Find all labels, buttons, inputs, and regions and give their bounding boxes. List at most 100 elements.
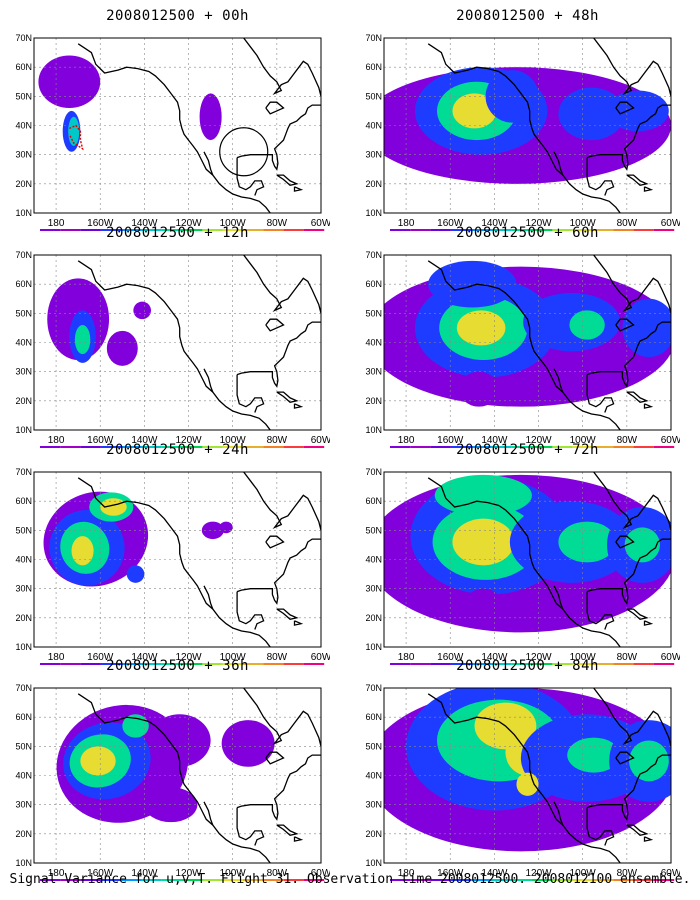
latitude-tick-label: 40N bbox=[365, 338, 382, 348]
longitude-tick-label: 140W bbox=[481, 652, 508, 663]
longitude-tick-label: 80W bbox=[617, 218, 638, 229]
latitude-tick-label: 70N bbox=[365, 683, 382, 693]
latitude-tick-label: 30N bbox=[15, 367, 32, 377]
longitude-tick-label: 120W bbox=[175, 868, 202, 879]
latitude-tick-label: 10N bbox=[15, 858, 32, 868]
grid-lines bbox=[384, 38, 671, 213]
colorbar-swatch bbox=[141, 879, 162, 881]
variance-map: 70N 60N 50N 40N 30N 20N 10N 180 160W 140W 120W 100W… bbox=[15, 250, 330, 448]
latitude-tick-label: 50N bbox=[15, 91, 32, 101]
colorbar-swatch bbox=[511, 879, 533, 881]
latitude-tick-label: 20N bbox=[15, 179, 32, 189]
latitude-tick-label: 60N bbox=[15, 712, 32, 722]
variance-map: 70N 60N 50N 40N 30N 20N 10N 180 160W 140W 120W 100W… bbox=[365, 33, 680, 231]
longitude-tick-label: 80W bbox=[267, 652, 288, 663]
latitude-tick-label: 40N bbox=[15, 338, 32, 348]
map-frame bbox=[33, 471, 322, 648]
colorbar-swatch bbox=[100, 879, 122, 881]
colorbar-swatch bbox=[430, 229, 451, 231]
longitude-tick-label: 120W bbox=[525, 868, 552, 879]
coastlines bbox=[77, 38, 321, 213]
latitude-tick-label: 50N bbox=[365, 91, 382, 101]
colorbar-swatch bbox=[60, 229, 81, 231]
coastlines bbox=[427, 688, 671, 863]
longitude-tick-label: 60W bbox=[661, 868, 680, 879]
colorbar-swatch bbox=[40, 446, 61, 448]
colorbar-swatch bbox=[202, 663, 223, 665]
latitude-tick-label: 40N bbox=[15, 771, 32, 781]
longitude-tick-label: 60W bbox=[661, 652, 680, 663]
variance-field bbox=[56, 704, 275, 823]
colorbar-swatch bbox=[552, 879, 573, 881]
longitude-tick-label: 80W bbox=[617, 868, 638, 879]
latitude-tick-label: 10N bbox=[15, 642, 32, 652]
colorbar-swatch bbox=[100, 229, 122, 231]
panel-title: 2008012500 + 24h bbox=[106, 442, 249, 458]
latitude-tick-label: 40N bbox=[365, 555, 382, 565]
map-panel: 2008012500 + 84h 70N 60N 50N 40N 30N 20N 10N 180… bbox=[350, 658, 680, 881]
colorbar-swatch bbox=[263, 446, 284, 448]
colorbar-swatch bbox=[511, 663, 533, 665]
colorbar-swatch bbox=[410, 229, 431, 231]
latitude-tick-label: 40N bbox=[15, 555, 32, 565]
longitude-tick-label: 180 bbox=[48, 218, 65, 229]
latitude-tick-label: 10N bbox=[365, 425, 382, 435]
longitude-tick-label: 60W bbox=[311, 868, 330, 879]
latitude-tick-label: 50N bbox=[15, 308, 32, 318]
latitude-tick-label: 60N bbox=[365, 62, 382, 72]
colorbar-swatch bbox=[593, 446, 614, 448]
coastlines bbox=[427, 472, 671, 647]
longitude-tick-label: 180 bbox=[398, 868, 415, 879]
colorbar-swatch bbox=[263, 229, 284, 231]
colorbar-swatch bbox=[141, 663, 162, 665]
map-panel: 2008012500 + 72h 70N 60N 50N 40N 30N 20N 10N 180… bbox=[350, 442, 680, 665]
grid-lines bbox=[34, 472, 321, 647]
colorbar-swatch bbox=[491, 663, 512, 665]
map-frame bbox=[383, 254, 672, 431]
colorbar-swatch bbox=[410, 879, 431, 881]
colorbar-swatch bbox=[243, 229, 264, 231]
longitude-tick-label: 80W bbox=[617, 435, 638, 446]
colorbar-swatch bbox=[303, 229, 325, 231]
colorbar-swatch bbox=[303, 663, 325, 665]
colorbar-swatch bbox=[161, 663, 183, 665]
longitude-tick-label: 140W bbox=[131, 652, 158, 663]
variance-map: 70N 60N 50N 40N 30N 20N 10N 180 160W 140W 120W 100W… bbox=[15, 467, 330, 665]
longitude-tick-label: 100W bbox=[220, 218, 247, 229]
latitude-tick-label: 20N bbox=[15, 396, 32, 406]
colorbar-swatch bbox=[572, 879, 593, 881]
colorbar-swatch bbox=[161, 879, 183, 881]
latitude-tick-label: 50N bbox=[15, 525, 32, 535]
longitude-tick-label: 140W bbox=[131, 435, 158, 446]
longitude-tick-label: 180 bbox=[48, 868, 65, 879]
latitude-tick-label: 70N bbox=[15, 467, 32, 477]
colorbar-swatch bbox=[572, 446, 593, 448]
colorbar-swatch bbox=[593, 663, 614, 665]
panel-title: 2008012500 + 72h bbox=[456, 442, 599, 458]
latitude-tick-label: 20N bbox=[365, 613, 382, 623]
colorbar-swatch bbox=[263, 663, 284, 665]
coastlines bbox=[427, 38, 671, 213]
longitude-tick-label: 80W bbox=[617, 652, 638, 663]
latitude-tick-label: 30N bbox=[15, 584, 32, 594]
map-frame bbox=[383, 37, 672, 214]
longitude-tick-label: 100W bbox=[570, 218, 597, 229]
colorbar-swatch bbox=[121, 229, 142, 231]
colorbar-swatch bbox=[283, 663, 304, 665]
colorbar-swatch bbox=[653, 879, 675, 881]
longitude-tick-label: 160W bbox=[437, 868, 464, 879]
colorbar-swatch bbox=[430, 446, 451, 448]
colorbar-swatch bbox=[491, 229, 512, 231]
longitude-tick-label: 140W bbox=[481, 868, 508, 879]
colorbar-swatch bbox=[633, 446, 654, 448]
variance-map: 70N 60N 50N 40N 30N 20N 10N 180 160W 140W 120W 100W… bbox=[15, 683, 330, 881]
colorbar-swatch bbox=[410, 446, 431, 448]
latitude-tick-label: 30N bbox=[365, 584, 382, 594]
longitude-tick-label: 180 bbox=[398, 652, 415, 663]
coastlines bbox=[77, 472, 321, 647]
colorbar-swatch bbox=[653, 663, 675, 665]
panel-title: 2008012500 + 60h bbox=[456, 225, 599, 241]
colorbar-swatch bbox=[491, 879, 512, 881]
colorbar-swatch bbox=[532, 663, 553, 665]
longitude-tick-label: 160W bbox=[87, 435, 114, 446]
